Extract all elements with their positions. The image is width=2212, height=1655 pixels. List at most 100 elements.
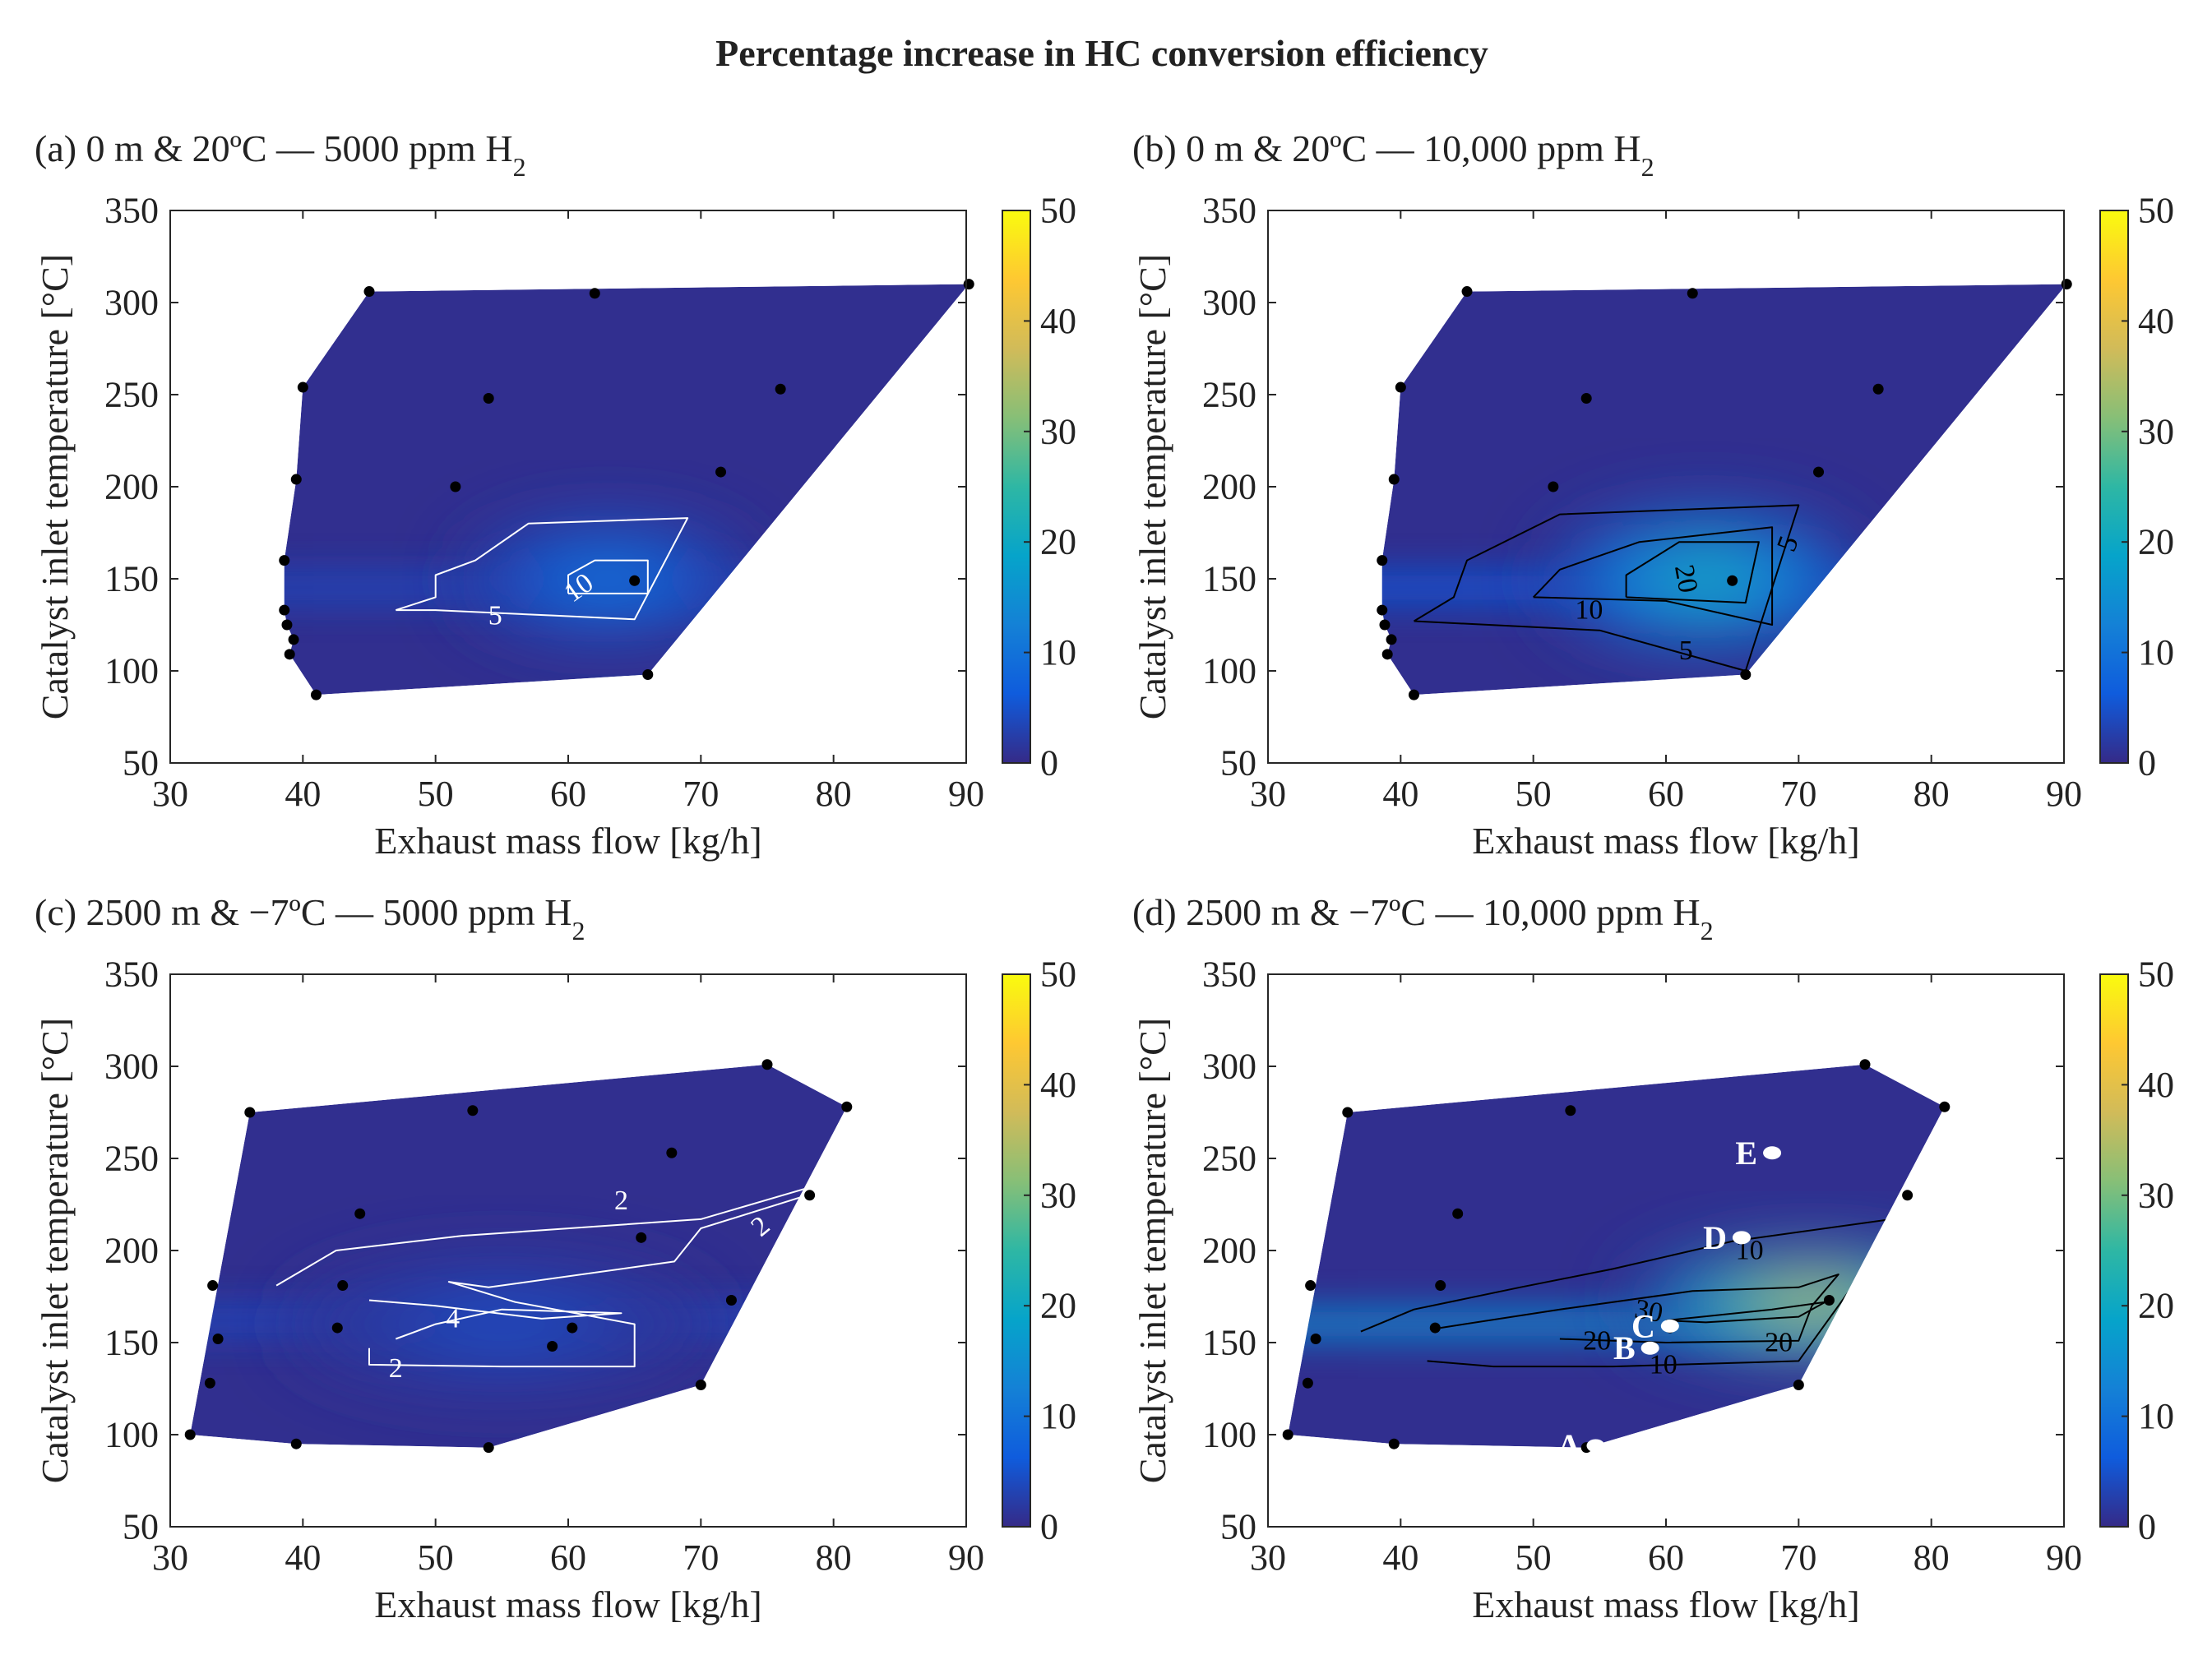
- y-tick-label: 350: [1202, 955, 1256, 995]
- field-hotspot: [1546, 508, 1865, 650]
- contour-line-10: [1532, 526, 1774, 626]
- x-tick-label: 60: [550, 1537, 586, 1578]
- y-tick-label: 150: [104, 1323, 159, 1363]
- contour-line-5: [1413, 504, 1800, 672]
- data-point: [450, 481, 461, 492]
- data-point: [2061, 279, 2072, 290]
- data-point: [244, 1107, 256, 1118]
- marker-D: [1732, 1231, 1751, 1245]
- y-tick-label: 50: [1220, 1507, 1256, 1547]
- marker-C: [1660, 1319, 1679, 1333]
- data-point: [636, 1232, 647, 1243]
- y-tick-label: 350: [104, 955, 159, 995]
- data-point: [725, 1294, 737, 1306]
- x-tick-label: 30: [152, 1537, 188, 1578]
- y-tick-label: 200: [1202, 1231, 1256, 1271]
- y-tick-label: 350: [104, 191, 159, 231]
- x-tick-label: 80: [1914, 1537, 1950, 1578]
- y-tick-label: 250: [1202, 375, 1256, 415]
- x-tick-label: 30: [152, 774, 188, 814]
- data-point: [279, 604, 290, 616]
- contour-line-30: [1665, 1301, 1826, 1324]
- data-point: [1461, 286, 1473, 298]
- colorbar-tick-label: 50: [2138, 955, 2174, 995]
- x-tick-label: 90: [948, 1537, 984, 1578]
- marker-label-B: B: [1613, 1329, 1636, 1366]
- data-point: [310, 689, 322, 700]
- x-axis-label: Exhaust mass flow [kg/h]: [1472, 820, 1859, 862]
- contour-line-10: [567, 559, 649, 594]
- panel-title: (d) 2500 m & −7ºC — 10,000 ppm H2: [1132, 891, 1714, 945]
- colorbar-tick-label: 40: [2138, 301, 2174, 341]
- data-point: [547, 1340, 558, 1352]
- data-point: [1377, 555, 1388, 566]
- data-point: [1305, 1280, 1317, 1292]
- x-axis-label: Exhaust mass flow [kg/h]: [374, 1583, 761, 1625]
- x-tick-label: 50: [1516, 774, 1552, 814]
- colorbar-tick-label: 0: [2138, 743, 2156, 784]
- data-point: [1302, 1377, 1313, 1389]
- x-tick-label: 40: [1382, 1537, 1418, 1578]
- contour-label: 4: [446, 1303, 460, 1334]
- data-point: [1823, 1294, 1835, 1306]
- contour-line-4: [368, 1299, 622, 1340]
- data-point: [804, 1190, 816, 1201]
- data-point: [1740, 668, 1752, 680]
- colorbar: [2099, 210, 2129, 764]
- panel-title-subscript: 2: [1641, 152, 1654, 182]
- data-point: [1310, 1334, 1321, 1345]
- contour-label: 5: [1679, 636, 1693, 666]
- data-point: [288, 634, 299, 645]
- x-tick-label: 80: [1914, 774, 1950, 814]
- data-point: [1379, 619, 1391, 631]
- colorbar-tick-label: 10: [1040, 1396, 1076, 1436]
- panel-title: (c) 2500 m & −7ºC — 5000 ppm H2: [35, 891, 585, 945]
- marker-label-E: E: [1735, 1135, 1757, 1172]
- y-tick-label: 200: [1202, 467, 1256, 507]
- y-tick-label: 150: [104, 559, 159, 599]
- marker-label-A: A: [1557, 1427, 1581, 1464]
- x-tick-label: 90: [2046, 774, 2082, 814]
- data-point: [1377, 604, 1388, 616]
- data-point: [354, 1208, 366, 1219]
- data-point: [642, 668, 654, 680]
- data-point: [1580, 392, 1592, 404]
- colorbar-tick-label: 40: [1040, 1065, 1076, 1105]
- data-point: [1902, 1190, 1914, 1201]
- data-point: [363, 286, 375, 298]
- marker-A: [1586, 1439, 1605, 1453]
- data-point: [204, 1377, 215, 1389]
- x-tick-label: 80: [816, 1537, 852, 1578]
- colorbar-tick-label: 20: [1040, 522, 1076, 562]
- colorbar-tick-label: 50: [1040, 191, 1076, 231]
- contour-label: 2: [614, 1186, 628, 1216]
- y-tick-label: 300: [104, 1047, 159, 1087]
- contour-line-20: [1625, 541, 1760, 604]
- colorbar-tick-label: 30: [1040, 411, 1076, 451]
- colorbar-tick-label: 40: [1040, 301, 1076, 341]
- x-tick-label: 70: [1780, 774, 1816, 814]
- y-axis-label: Catalyst inlet temperature [°C]: [1131, 1018, 1173, 1483]
- data-point: [290, 1438, 302, 1449]
- field-hotspot: [461, 520, 754, 638]
- data-point: [212, 1334, 224, 1345]
- field-hotspot: [289, 1260, 715, 1389]
- data-point: [1282, 1429, 1293, 1440]
- y-tick-label: 200: [104, 1231, 159, 1271]
- x-tick-label: 90: [2046, 1537, 2082, 1578]
- data-point: [297, 381, 308, 393]
- contour-line-20: [1440, 1274, 1839, 1343]
- x-tick-label: 60: [550, 774, 586, 814]
- contour-label: 20: [1765, 1328, 1793, 1358]
- data-point: [1388, 1438, 1400, 1449]
- data-point: [1872, 383, 1884, 395]
- data-point: [1381, 649, 1393, 660]
- data-point: [483, 392, 494, 404]
- y-tick-label: 350: [1202, 191, 1256, 231]
- x-tick-label: 50: [418, 1537, 454, 1578]
- y-tick-label: 100: [1202, 651, 1256, 691]
- y-tick-label: 300: [104, 283, 159, 323]
- colorbar-tick-label: 50: [1040, 955, 1076, 995]
- colorbar-tick-label: 0: [2138, 1507, 2156, 1547]
- colorbar-tick-label: 0: [1040, 1507, 1058, 1547]
